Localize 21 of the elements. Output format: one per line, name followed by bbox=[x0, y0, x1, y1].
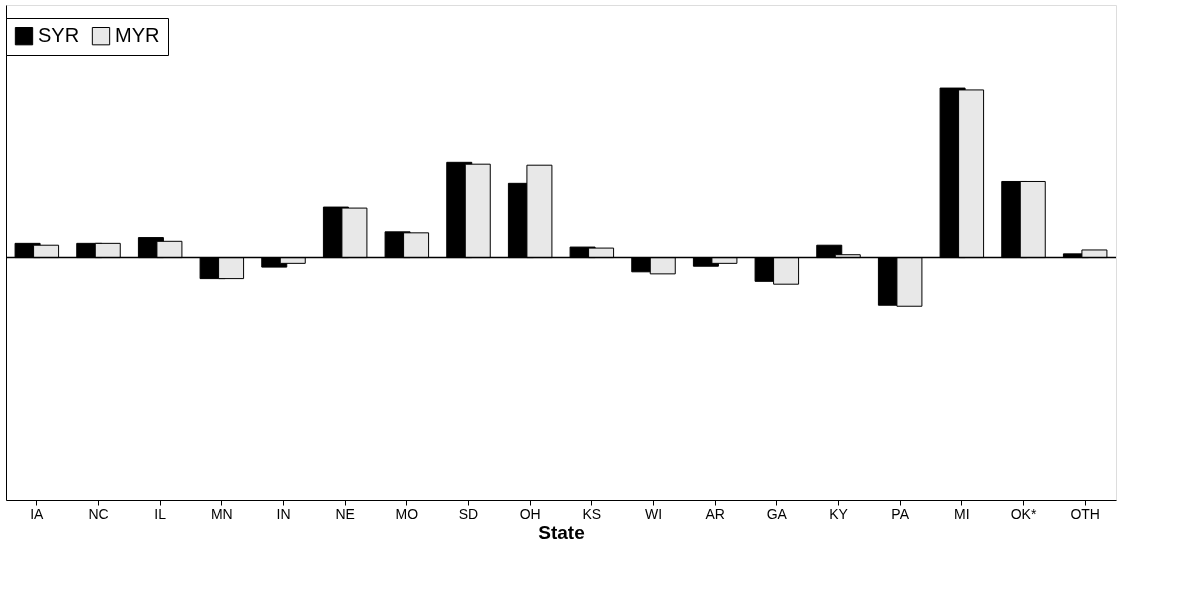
x-tick-label: KY bbox=[829, 505, 849, 522]
x-tick-label: MN bbox=[210, 505, 233, 522]
legend-label: MYR bbox=[115, 24, 160, 47]
x-tick-label: WI bbox=[644, 505, 663, 522]
x-tick-label: SD bbox=[458, 505, 479, 522]
x-tick-label: AR bbox=[705, 505, 725, 522]
x-tick-label: KS bbox=[582, 505, 602, 522]
x-tick-label: MI bbox=[954, 505, 970, 522]
x-tick-label: IN bbox=[276, 505, 291, 522]
x-tick-label: IA bbox=[30, 505, 45, 522]
x-tick-label: GA bbox=[766, 505, 788, 522]
x-tick-label: IL bbox=[154, 505, 167, 522]
x-tick-label: NE bbox=[335, 505, 355, 522]
x-tick-label: OH bbox=[519, 505, 541, 522]
x-axis-title: State bbox=[538, 521, 585, 543]
x-tick-label: PA bbox=[891, 505, 910, 522]
x-tick-label: OK* bbox=[1010, 505, 1037, 522]
legend-label: SYR bbox=[38, 24, 80, 47]
x-tick-label: NC bbox=[88, 505, 109, 522]
x-tick-label: OTH bbox=[1070, 505, 1100, 522]
x-tick-label: MO bbox=[395, 505, 419, 522]
